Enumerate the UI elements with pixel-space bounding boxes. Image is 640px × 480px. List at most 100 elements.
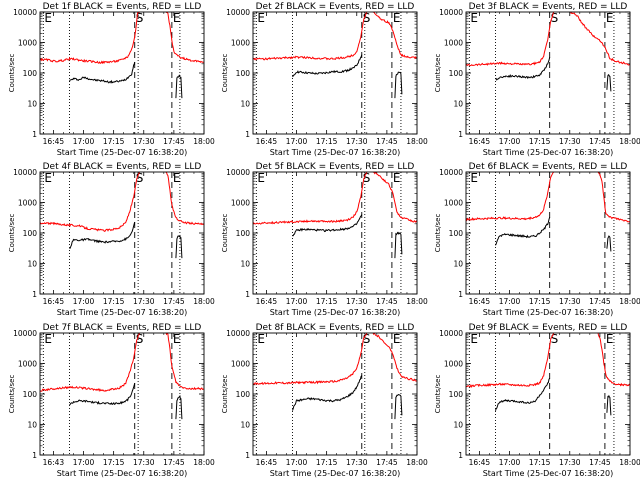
y-axis-label: Counts/sec: [221, 375, 229, 414]
y-axis-label: Counts/sec: [8, 375, 16, 414]
plot-frame: [465, 11, 631, 135]
y-tick-label: 1000: [231, 360, 250, 369]
x-tick-label: 17:45: [589, 297, 611, 306]
y-axis-label: Counts/sec: [434, 214, 442, 253]
x-tick-label: 16:45: [469, 137, 491, 146]
x-axis-label: Start Time (25-Dec-07 16:38:20): [483, 308, 614, 317]
x-tick-label: 16:45: [256, 458, 278, 467]
y-axis-label: Counts/sec: [8, 214, 16, 253]
x-tick-label: 17:15: [103, 137, 125, 146]
panel-4: Det 4f BLACK = Events, RED = LLD Counts/s…: [8, 162, 215, 317]
events-series-line: [606, 235, 612, 252]
plot-frame: [465, 332, 631, 456]
marker-label: E: [606, 11, 614, 25]
x-tick-label: 17:45: [376, 458, 398, 467]
panel-2: Det 2f BLACK = Events, RED = LLD Counts/s…: [221, 2, 428, 157]
x-tick-label: 17:15: [316, 458, 338, 467]
lld-series-line: [165, 12, 204, 64]
panel-title: Det 7f BLACK = Events, RED = LLD: [43, 323, 202, 333]
x-tick-label: 18:00: [193, 137, 215, 146]
events-series-line: [606, 73, 612, 92]
x-tick-label: 17:30: [346, 137, 368, 146]
events-series-line: [292, 375, 363, 411]
x-tick-label: 17:30: [133, 137, 155, 146]
x-tick-label: 16:45: [256, 137, 278, 146]
x-axis-label: Start Time (25-Dec-07 16:38:20): [270, 469, 401, 478]
x-axis-label: Start Time (25-Dec-07 16:38:20): [57, 469, 188, 478]
marker-label: E: [393, 11, 401, 25]
x-tick-label: 17:00: [286, 297, 308, 306]
marker-label: E: [606, 332, 614, 346]
data-lines: [253, 333, 417, 420]
y-tick-label: 10000: [13, 329, 37, 338]
x-tick-label: 17:15: [316, 297, 338, 306]
x-tick-label: 16:45: [43, 297, 65, 306]
plot-frame: [252, 171, 418, 295]
lld-series-line: [253, 172, 368, 225]
marker-label: E: [44, 171, 52, 185]
lld-series-line: [165, 333, 204, 391]
y-tick-label: 1000: [444, 39, 463, 48]
marker-label: S: [136, 332, 144, 346]
x-tick-label: 18:00: [193, 297, 215, 306]
marker-label: E: [393, 171, 401, 185]
y-tick-label: 1000: [444, 199, 463, 208]
y-tick-label: 10: [453, 100, 463, 109]
marker-label: E: [470, 171, 478, 185]
x-axis-label: Start Time (25-Dec-07 16:38:20): [483, 148, 614, 157]
y-tick-label: 100: [236, 229, 251, 238]
events-series-line: [394, 394, 403, 420]
y-tick-label: 1000: [18, 199, 37, 208]
plot-frame: [39, 332, 205, 456]
x-axis-label: Start Time (25-Dec-07 16:38:20): [57, 148, 188, 157]
panel-9: Det 9f BLACK = Events, RED = LLD Counts/s…: [434, 323, 640, 478]
marker-label: E: [173, 332, 181, 346]
y-tick-label: 10: [27, 100, 37, 109]
y-tick-label: 1000: [18, 360, 37, 369]
data-lines: [466, 172, 630, 252]
data-lines: [253, 12, 417, 99]
x-tick-label: 17:30: [346, 297, 368, 306]
x-tick-label: 17:00: [286, 458, 308, 467]
x-tick-label: 17:45: [163, 297, 185, 306]
y-tick-label: 10000: [226, 168, 250, 177]
panel-6: Det 6f BLACK = Events, RED = LLD Counts/s…: [434, 162, 640, 317]
y-tick-label: 100: [236, 390, 251, 399]
y-tick-label: 10: [240, 260, 250, 269]
data-lines: [40, 172, 204, 259]
x-tick-label: 16:45: [469, 458, 491, 467]
x-tick-label: 17:00: [499, 458, 521, 467]
x-tick-label: 17:15: [529, 297, 551, 306]
panel-1: Det 1f BLACK = Events, RED = LLD Counts/s…: [8, 2, 215, 157]
x-tick-label: 17:45: [376, 297, 398, 306]
y-tick-label: 100: [236, 69, 251, 78]
x-tick-label: 17:00: [73, 458, 95, 467]
lld-series-line: [569, 12, 630, 66]
y-tick-label: 10000: [13, 168, 37, 177]
y-tick-label: 1000: [231, 199, 250, 208]
marker-label: S: [551, 332, 559, 346]
x-tick-label: 17:00: [286, 137, 308, 146]
y-tick-label: 1: [32, 451, 37, 460]
marker-label: E: [44, 11, 52, 25]
panel-title: Det 8f BLACK = Events, RED = LLD: [256, 323, 415, 333]
y-tick-label: 10000: [226, 8, 250, 17]
y-tick-label: 10000: [439, 168, 463, 177]
marker-label: S: [136, 171, 144, 185]
panel-title: Det 3f BLACK = Events, RED = LLD: [469, 2, 628, 12]
y-tick-label: 100: [449, 229, 464, 238]
y-tick-label: 10000: [13, 8, 37, 17]
x-tick-label: 17:45: [163, 137, 185, 146]
x-tick-label: 17:30: [559, 137, 581, 146]
lld-series-line: [466, 333, 555, 388]
y-tick-label: 100: [23, 69, 38, 78]
x-tick-label: 16:45: [256, 297, 278, 306]
x-tick-label: 17:30: [559, 458, 581, 467]
y-tick-label: 10: [453, 421, 463, 430]
panel-title: Det 5f BLACK = Events, RED = LLD: [256, 162, 415, 172]
plot-frame: [39, 11, 205, 135]
x-tick-label: 16:45: [469, 297, 491, 306]
marker-label: E: [173, 171, 181, 185]
lld-series-line: [466, 12, 555, 67]
